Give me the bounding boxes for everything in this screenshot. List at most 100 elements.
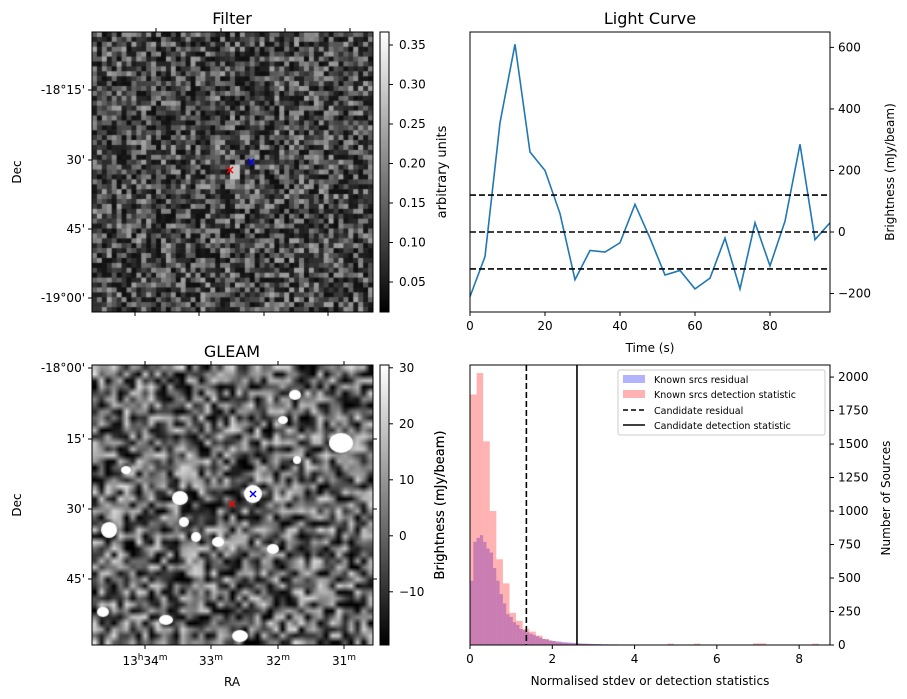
histogram-ytick-label: 0 [838, 638, 846, 652]
legend-label-candidate-detection: Candidate detection statistic [654, 421, 791, 432]
gleam-axes-frame [91, 364, 374, 646]
lightcurve-ytick-label: 600 [838, 40, 861, 54]
residual-bar [502, 603, 507, 645]
residual-bar [558, 641, 563, 645]
residual-bar [562, 642, 566, 645]
filter-colorbar-tick-label: 0.35 [399, 38, 426, 52]
residual-bar [486, 548, 490, 645]
filter-title: Filter [212, 9, 252, 28]
lightcurve-xtick-label: 0 [466, 319, 474, 333]
histogram-ylabel: Number of Sources [879, 441, 893, 556]
lightcurve-ytick-label: 200 [838, 163, 861, 177]
histogram-ytick-label: 1250 [838, 471, 869, 485]
histogram-xtick-label: 6 [713, 652, 721, 666]
residual-bar [509, 616, 513, 645]
gleam-colorbar-tick-label: 0 [399, 529, 407, 543]
filter-red-marker [226, 166, 234, 174]
residual-bar [470, 580, 474, 645]
filter-colorbar-label: arbitrary units [435, 125, 450, 218]
filter-ytick-label: -19°00' [41, 291, 85, 305]
residual-bar [529, 633, 533, 645]
histogram-ytick-label: 1500 [838, 437, 869, 451]
residual-bar [479, 535, 484, 645]
histogram-xtick-label: 8 [795, 652, 803, 666]
filter-colorbar-tick-label: 0.10 [399, 236, 426, 250]
residual-bar [535, 636, 540, 645]
histogram-xtick-label: 2 [548, 652, 556, 666]
residual-bar [506, 614, 510, 645]
gleam-ylabel: Dec [10, 493, 24, 516]
residual-bar [555, 641, 559, 645]
residual-bar [548, 640, 553, 645]
residual-bar [522, 630, 526, 645]
filter-markers [226, 158, 255, 174]
histogram-xtick-label: 0 [466, 652, 474, 666]
gleam-markers [228, 490, 257, 508]
gleam-colorbar-tick-label: −10 [399, 585, 424, 599]
gleam-colorbar [379, 364, 390, 646]
residual-bar [512, 622, 517, 645]
gleam-ytick-label: 15' [66, 432, 85, 446]
detection-stat-bar [753, 643, 760, 645]
detection-stat-bar [581, 643, 589, 645]
residual-bar [476, 537, 480, 645]
histogram-xlabel: Normalised stdev or detection statistics [531, 674, 770, 688]
detection-stat-bar [812, 643, 819, 645]
residual-bar [516, 624, 520, 645]
gleam-colorbar-tick-label: 20 [399, 417, 414, 431]
gleam-ytick-label: 45' [66, 572, 85, 586]
histogram-xtick-label: 4 [631, 652, 639, 666]
detection-stat-bar [759, 643, 767, 645]
residual-bar [525, 632, 530, 645]
detection-stat-bar [542, 638, 549, 645]
residual-bar [473, 541, 477, 645]
filter-colorbar-tick-label: 0.30 [399, 78, 426, 92]
legend-swatch-detection [623, 390, 645, 398]
detection-stat-bar [476, 373, 484, 645]
detection-stat-bar [562, 642, 569, 645]
residual-bar [581, 643, 586, 645]
residual-bar [519, 628, 523, 645]
lightcurve-xtick-label: 80 [762, 319, 777, 333]
detection-stat-bar [529, 631, 536, 645]
gleam-colorbar-tick-label: 10 [399, 473, 414, 487]
filter-ylabel: Dec [10, 160, 24, 183]
gleam-blue-marker [249, 490, 257, 498]
filter-colorbar-tick-label: 0.20 [399, 157, 426, 171]
histogram-legend: Known srcs residual Known srcs detection… [617, 369, 826, 436]
filter-blue-marker [247, 158, 255, 166]
detection-stat-bar [483, 441, 490, 645]
lightcurve-ytick-label: 0 [838, 225, 846, 239]
detection-stat-bar [496, 559, 503, 645]
detection-stat-bar [470, 394, 477, 645]
gleam-xlabel: RA [224, 675, 241, 689]
residual-bar [588, 643, 592, 645]
detection-stat-bar [548, 640, 556, 645]
residual-bar [578, 643, 582, 645]
histogram-ytick-label: 1000 [838, 504, 869, 518]
gleam-colorbar-label: Brightness (mJy/beam) [433, 431, 448, 580]
legend-swatch-residual [623, 375, 645, 383]
gleam-red-marker [228, 500, 236, 508]
lightcurve-axes-frame [469, 31, 831, 313]
residual-bar [496, 580, 500, 645]
residual-bar [483, 541, 487, 645]
lightcurve-title: Light Curve [604, 9, 696, 28]
detection-stat-bar [535, 635, 543, 645]
residual-bar [539, 637, 543, 645]
detection-stat-bar [568, 643, 576, 645]
legend-label-candidate-residual: Candidate residual [654, 406, 743, 417]
gleam-ytick-label: -18°00' [41, 361, 85, 375]
filter-ytick-label: -18°15' [41, 83, 85, 97]
histogram-ytick-label: 2000 [838, 370, 869, 384]
filter-colorbar-tick-label: 0.15 [399, 196, 426, 210]
histogram-ytick-label: 750 [838, 538, 861, 552]
gleam-colorbar-tick-label: 30 [399, 361, 414, 375]
residual-bar [499, 594, 503, 645]
detection-stat-bar [489, 511, 497, 645]
histogram-ytick-label: 500 [838, 571, 861, 585]
residual-bar [493, 567, 497, 645]
gleam-xtick-label: 33m [199, 653, 223, 668]
gleam-xtick-label: 32m [266, 653, 290, 668]
